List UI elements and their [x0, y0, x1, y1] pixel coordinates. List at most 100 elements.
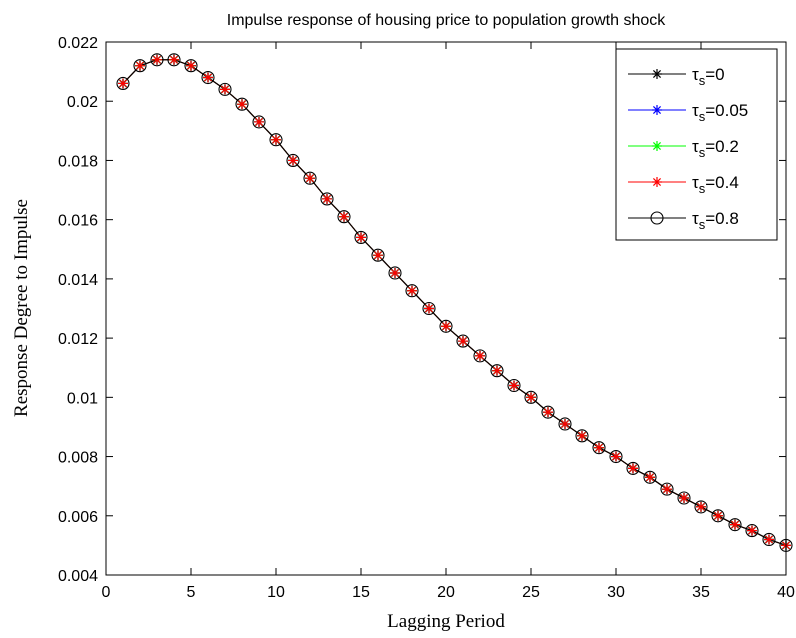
legend-box	[615, 48, 778, 241]
legend: τs=0 τs=0.05 τs=0.2 τs=0.4 τs=0.8	[615, 48, 778, 241]
series-3-point	[475, 350, 485, 361]
x-axis-ticks: 0 5 10 15 20 25 30 35 40	[102, 42, 795, 601]
x-tick-label: 5	[187, 584, 196, 601]
series-3-point	[577, 430, 587, 441]
series-4-point	[286, 153, 300, 167]
series-4-point	[320, 192, 334, 206]
series-3-point	[645, 472, 655, 483]
series-4-point	[694, 500, 708, 514]
series-4-point	[184, 59, 198, 73]
series-4-point	[711, 509, 725, 523]
series-4-point	[541, 405, 555, 419]
y-tick-label: 0.014	[58, 272, 98, 289]
series-4-point	[677, 491, 691, 505]
x-tick-label: 0	[102, 584, 111, 601]
series-4-point	[558, 417, 572, 431]
series-4-point	[490, 364, 504, 378]
series-4-point	[133, 59, 147, 73]
legend-marker-2	[652, 141, 662, 151]
x-tick-label: 30	[607, 584, 625, 601]
series-3-point	[356, 232, 366, 243]
series-3-point	[169, 54, 179, 65]
series-4-point	[626, 461, 640, 475]
x-tick-label: 15	[352, 584, 370, 601]
series-4-point	[745, 524, 759, 538]
y-tick-label: 0.006	[58, 509, 98, 526]
legend-marker-0	[652, 69, 662, 79]
plot-frame	[105, 41, 787, 576]
x-tick-label: 10	[267, 584, 285, 601]
series-3-point	[220, 84, 230, 95]
series-3-point	[271, 134, 281, 145]
series-3-point	[747, 525, 757, 536]
series-3-point	[560, 418, 570, 429]
legend-label-2: τs=0.2	[692, 137, 739, 160]
series-3-point	[254, 116, 264, 127]
legend-marker-4	[650, 211, 664, 225]
series-4-point	[235, 97, 249, 111]
series-4-point	[728, 518, 742, 532]
series-3-point	[237, 99, 247, 110]
series-4-point	[116, 76, 130, 91]
y-tick-label: 0.01	[67, 390, 98, 407]
series-3-point	[730, 519, 740, 530]
series-4-point	[507, 378, 521, 393]
series-3-point	[696, 501, 706, 512]
x-tick-label: 40	[777, 584, 795, 601]
series-3-point	[628, 463, 638, 474]
series-4-point	[609, 450, 623, 464]
series-3-point	[118, 78, 128, 89]
y-tick-label: 0.018	[58, 153, 98, 170]
series-4-point	[167, 53, 181, 67]
legend-label-3: τs=0.4	[692, 173, 739, 196]
series-3-point	[492, 365, 502, 376]
series-3-point	[288, 155, 298, 166]
y-tick-label: 0.008	[58, 450, 98, 467]
x-axis-label: Lagging Period	[387, 611, 505, 632]
series-3-point	[424, 303, 434, 314]
legend-label-0: τs=0	[692, 65, 725, 88]
series-3-point	[186, 60, 196, 71]
series-3-point	[764, 534, 774, 545]
legend-marker-1	[652, 105, 662, 115]
series-3-point	[679, 493, 689, 504]
series-3-point	[458, 336, 468, 347]
series-3-point	[152, 54, 162, 65]
legend-label-1: τs=0.05	[692, 101, 748, 124]
series-3-point	[594, 442, 604, 453]
y-tick-label: 0.016	[58, 213, 98, 230]
chart-title: Impulse response of housing price to pop…	[227, 12, 666, 29]
series-4-point	[150, 53, 164, 67]
series-3-point	[611, 451, 621, 462]
series-3-point	[322, 193, 332, 204]
x-tick-label: 20	[437, 584, 455, 601]
series-4-point	[303, 171, 317, 185]
series-4-point	[388, 266, 402, 280]
series-lines	[122, 59, 787, 546]
series-4-point	[439, 319, 453, 333]
series-4-point	[252, 115, 266, 129]
series-4-point	[201, 70, 215, 85]
series-3-point	[390, 267, 400, 278]
series-4-point	[456, 334, 470, 348]
y-axis-label: Response Degree to Impulse	[11, 199, 32, 417]
series-3-point	[407, 285, 417, 296]
y-tick-label: 0.004	[58, 568, 98, 585]
series-3-point	[526, 392, 536, 403]
series-4-point	[762, 532, 776, 547]
series-3-point	[543, 407, 553, 418]
series-4-point	[575, 429, 589, 443]
series-4-point	[269, 133, 283, 147]
series-4-point	[473, 349, 487, 363]
series-4-point	[643, 470, 657, 484]
series-4-point	[354, 230, 368, 244]
series-4-point	[405, 284, 419, 298]
series-3-point	[135, 60, 145, 71]
series-3-point	[441, 321, 451, 332]
series-4-point	[371, 248, 385, 262]
series-3-point	[339, 211, 349, 222]
series-3-point	[203, 72, 213, 83]
series-3-point	[373, 250, 383, 261]
series-markers	[116, 53, 793, 552]
